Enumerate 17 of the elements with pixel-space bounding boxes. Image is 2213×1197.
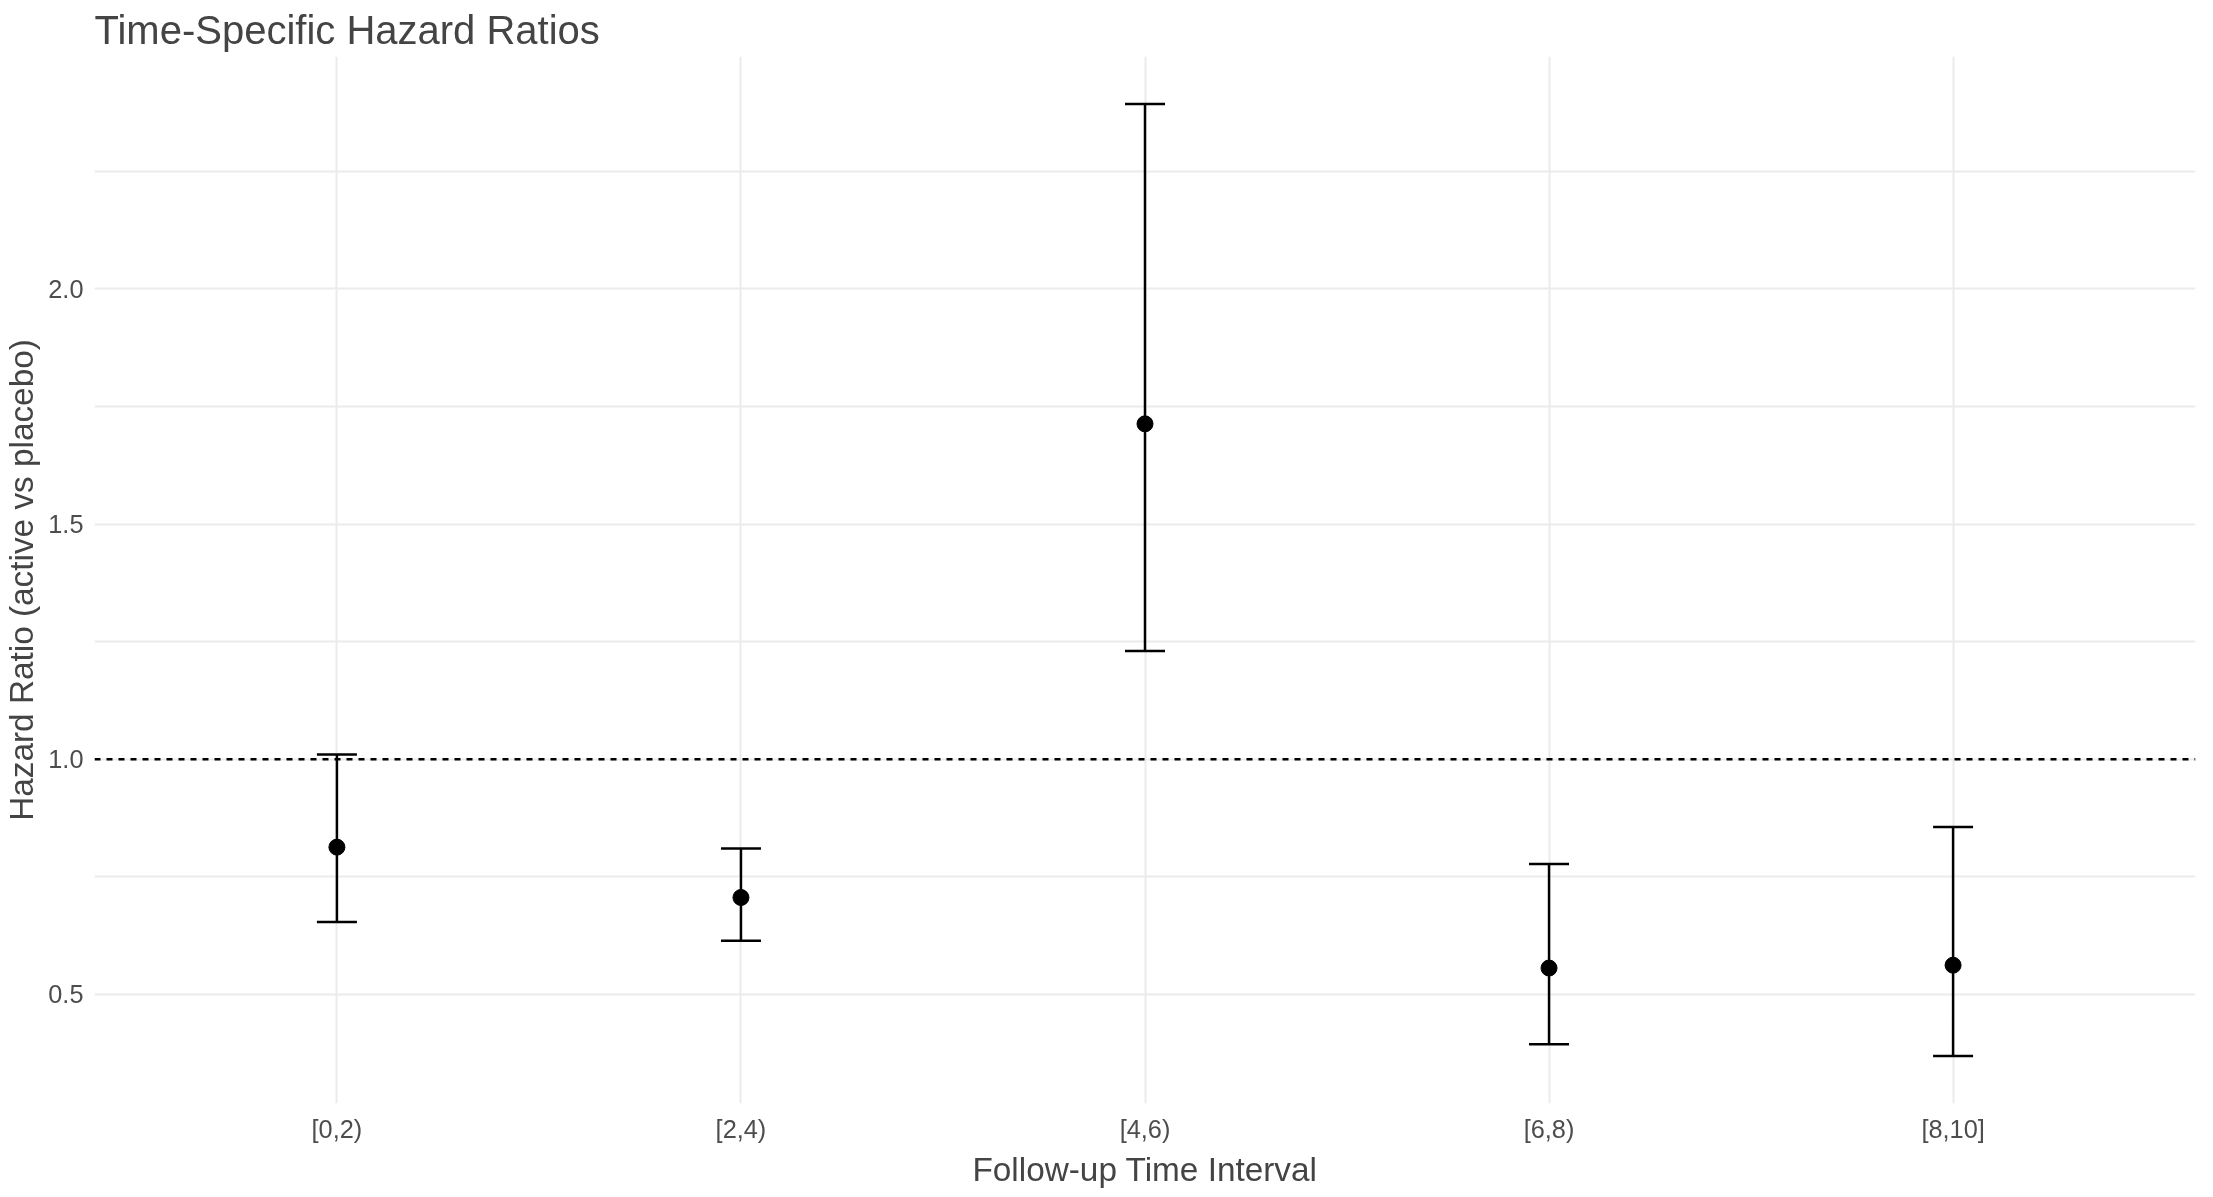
x-tick-label: [2,4) [715, 1114, 767, 1143]
y-tick-label: 0.5 [48, 980, 84, 1009]
point [1136, 415, 1154, 433]
y-tick-label: 2.0 [48, 274, 84, 303]
y-tick-label: 1.0 [48, 745, 84, 774]
point [328, 838, 346, 856]
x-tick-label: [6,8) [1523, 1114, 1575, 1143]
y-axis-title: Hazard Ratio (active vs placebo) [3, 339, 41, 821]
x-tick-label: [4,6) [1119, 1114, 1171, 1143]
point [1944, 956, 1962, 974]
point [732, 889, 750, 906]
y-tick-label: 1.5 [48, 510, 84, 539]
point [1540, 959, 1558, 977]
x-tick-label: [8,10] [1921, 1114, 1985, 1143]
chart-title: Time-Specific Hazard Ratios [94, 7, 600, 52]
x-axis-title: Follow-up Time Interval [972, 1150, 1317, 1188]
x-tick-label: [0,2) [311, 1114, 363, 1143]
